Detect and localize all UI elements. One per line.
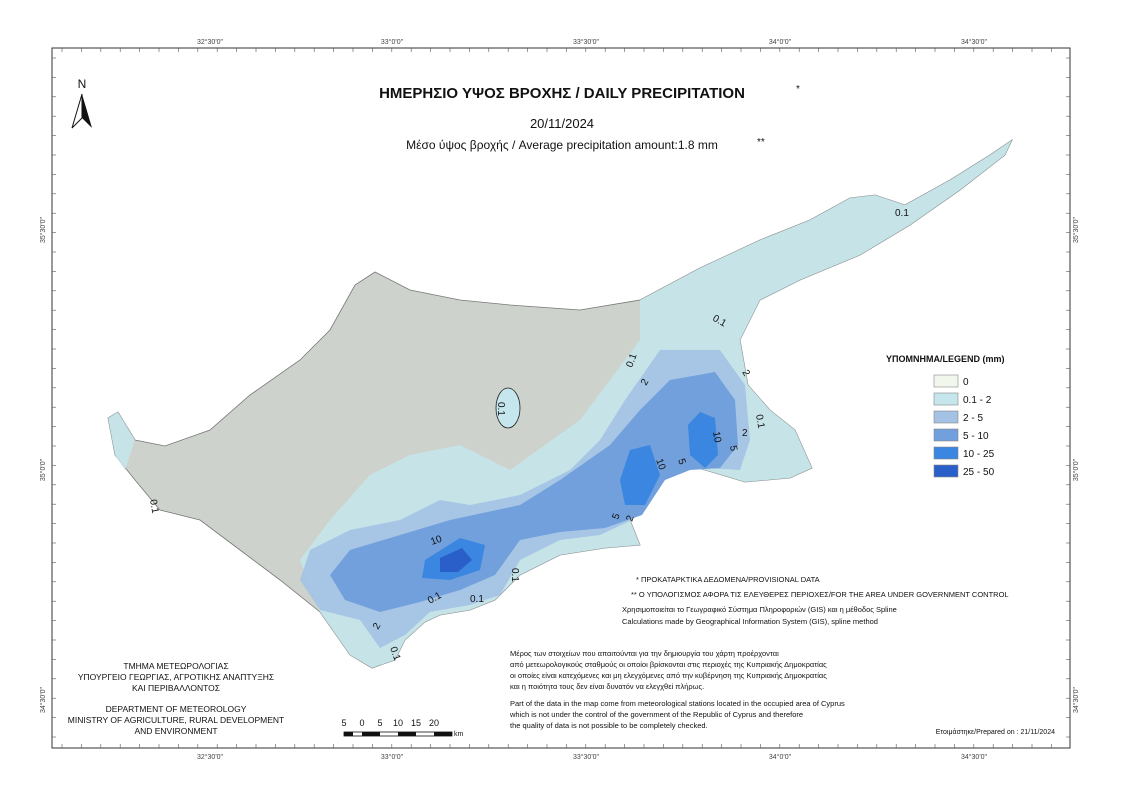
coord-label: 34°30'0" <box>39 686 47 713</box>
contour-label: 2 <box>624 514 636 523</box>
coord-label: 33°30'0" <box>573 38 600 46</box>
department-line: ΚΑΙ ΠΕΡΙΒΑΛΛΟΝΤΟΣ <box>132 683 220 693</box>
coord-label: 34°30'0" <box>961 38 988 46</box>
legend-label: 0 <box>963 377 969 388</box>
average-amount: Μέσο ύψος βροχής / Average precipitation… <box>406 138 718 152</box>
department-line: AND ENVIRONMENT <box>134 726 217 736</box>
legend-label: 10 - 25 <box>963 449 995 460</box>
legend-swatch <box>933 392 959 406</box>
contour-label: 5 <box>610 512 622 521</box>
zone-0.1-2 <box>495 387 521 429</box>
contour-label: 2 <box>739 368 752 379</box>
disclaimer-line: which is not under the control of the go… <box>509 710 803 719</box>
scale-bar: km 5 0 5 10 15 20 <box>341 718 463 738</box>
coord-label: 34°0'0" <box>769 38 792 46</box>
north-arrow: N <box>71 77 92 129</box>
disclaimer-line: the quality of data is not possible to b… <box>510 721 708 730</box>
coord-label: 35°0'0" <box>1072 458 1080 481</box>
zone-10-25 <box>620 445 660 505</box>
zone-25-50 <box>440 548 472 572</box>
legend-swatch <box>933 410 959 424</box>
contour-label: 2 <box>742 428 748 439</box>
prepared-on: Ετοιμάστηκε/Prepared on : 21/11/2024 <box>936 728 1055 736</box>
legend-swatch <box>933 428 959 442</box>
coord-label: 33°0'0" <box>381 753 404 761</box>
department-line: DEPARTMENT OF METEOROLOGY <box>106 704 247 714</box>
coord-label: 35°0'0" <box>39 458 47 481</box>
disclaimer-line: οι οποίες είναι κατεχόμενες και μη ελεγχ… <box>510 671 827 680</box>
legend-swatch <box>933 446 959 460</box>
coord-label: 34°0'0" <box>769 753 792 761</box>
contour-label: 0.1 <box>753 414 766 430</box>
scale-label: 20 <box>429 718 439 728</box>
scale-bar-segment <box>362 732 380 736</box>
note: ** Ο ΥΠΟΛΟΓΙΣΜΟΣ ΑΦΟΡΑ ΤΙΣ ΕΛΕΥΘΕΡΕΣ ΠΕΡ… <box>631 590 1009 599</box>
coord-label: 32°30'0" <box>197 38 224 46</box>
scale-unit: km <box>454 731 464 738</box>
legend-label: 0.1 - 2 <box>963 395 992 406</box>
coord-label: 35°30'0" <box>1072 216 1080 243</box>
contour-label: 0.1 <box>509 568 520 582</box>
department-line: ΤΜΗΜΑ ΜΕΤΕΩΡΟΛΟΓΙΑΣ <box>123 661 228 671</box>
zone-5-10 <box>330 372 738 612</box>
contour-label: 2 <box>371 621 384 632</box>
coord-label: 34°30'0" <box>1072 686 1080 713</box>
scale-label: 5 <box>341 718 346 728</box>
frame-ticks: 32°30'0" 33°0'0" 33°30'0" 34°0'0" 34°30'0" 32… <box>39 38 1080 761</box>
coord-label: 34°30'0" <box>961 753 988 761</box>
legend-swatch <box>933 374 959 388</box>
gis-note: Χρησιμοποιείται το Γεωγραφικό Σύστημα Πλ… <box>622 605 897 614</box>
disclaimer-line: από μετεωρολογικούς σταθμούς οι οποίοι β… <box>510 660 827 669</box>
coord-label: 32°30'0" <box>197 753 224 761</box>
disclaimer-line: και η ποιότητα τους δεν είναι δυνατόν να… <box>510 682 704 691</box>
coord-label: 35°30'0" <box>39 216 47 243</box>
scale-label: 5 <box>377 718 382 728</box>
scale-bar-segment <box>344 732 353 736</box>
note: * ΠΡΟΚΑΤΑΡΚΤΙΚΑ ΔΕΔΟΜΕΝΑ/PROVISIONAL DAT… <box>636 575 820 584</box>
title-mark: * <box>796 84 800 95</box>
department-line: ΥΠΟΥΡΓΕΙΟ ΓΕΩΡΓΙΑΣ, ΑΓΡΟΤΙΚΗΣ ΑΝΑΠΤΥΞΗΣ <box>78 672 274 682</box>
scale-label: 10 <box>393 718 403 728</box>
scale-label: 0 <box>359 718 364 728</box>
contour-label: 5 <box>675 457 687 466</box>
contour-label: 0.1 <box>147 499 160 515</box>
north-label: N <box>78 77 87 91</box>
zone-10-25 <box>688 412 718 468</box>
disclaimer: Μέρος των στοιχείων που απαιτούνται για … <box>509 649 845 730</box>
scale-bar-segment <box>434 732 452 736</box>
legend-label: 2 - 5 <box>963 413 983 424</box>
contour-label: 10 <box>429 534 444 548</box>
map-date: 20/11/2024 <box>530 116 594 131</box>
contour-label: 0.1 <box>387 645 402 662</box>
legend-title: ΥΠΟΜΝΗΜΑ/LEGEND (mm) <box>886 354 1005 364</box>
scale-bar-segment <box>398 732 416 736</box>
contour-label: 0.1 <box>470 594 484 605</box>
contour-label: 0.1 <box>895 208 909 219</box>
legend: ΥΠΟΜΝΗΜΑ/LEGEND (mm) 0 0.1 - 2 2 - 5 5 - 10… <box>886 354 1005 478</box>
disclaimer-line: Μέρος των στοιχείων που απαιτούνται για … <box>510 649 779 658</box>
department-line: MINISTRY OF AGRICULTURE, RURAL DEVELOPME… <box>68 715 284 725</box>
coord-label: 33°0'0" <box>381 38 404 46</box>
contour-label: 10 <box>653 457 667 472</box>
contour-label: 2 <box>639 377 652 388</box>
contour-label: 0.1 <box>624 352 639 369</box>
contour-label: 10 <box>710 431 723 444</box>
legend-label: 25 - 50 <box>963 467 995 478</box>
legend-label: 5 - 10 <box>963 431 989 442</box>
zone-0.1-2 <box>108 412 135 470</box>
legend-swatch <box>933 464 959 478</box>
contour-label: 5 <box>727 445 739 453</box>
coord-label: 33°30'0" <box>573 753 600 761</box>
gis-note: Calculations made by Geographical Inform… <box>622 617 878 626</box>
north-arrow-half <box>82 94 92 128</box>
average-mark: ** <box>757 137 765 148</box>
disclaimer-line: Part of the data in the map come from me… <box>510 699 845 708</box>
scale-label: 15 <box>411 718 421 728</box>
map-title: ΗΜΕΡΗΣΙΟ ΥΨΟΣ ΒΡΟΧΗΣ / DAILY PRECIPITATI… <box>379 85 745 102</box>
contour-label: 0.1 <box>495 402 506 416</box>
department: ΤΜΗΜΑ ΜΕΤΕΩΡΟΛΟΓΙΑΣ ΥΠΟΥΡΓΕΙΟ ΓΕΩΡΓΙΑΣ, … <box>68 661 284 736</box>
